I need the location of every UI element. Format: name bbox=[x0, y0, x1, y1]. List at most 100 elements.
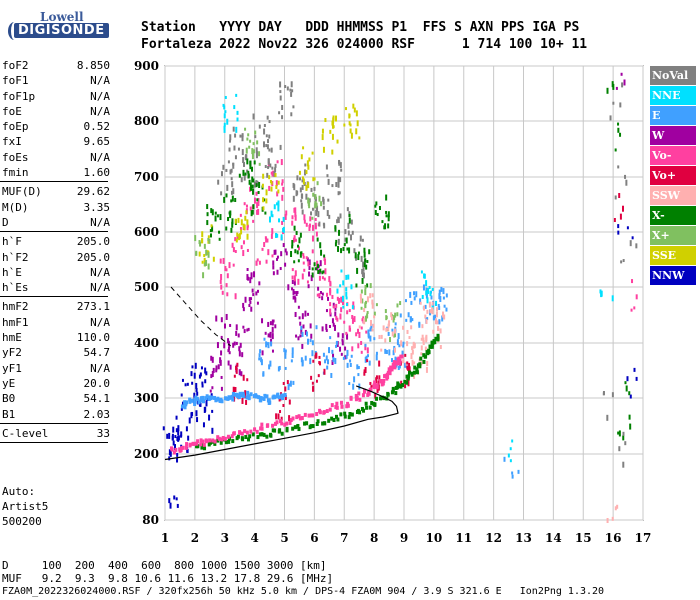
scatter-point bbox=[222, 103, 225, 107]
scatter-point bbox=[172, 426, 175, 433]
scatter-point bbox=[322, 146, 325, 153]
scatter-point bbox=[332, 302, 335, 308]
scatter-point bbox=[300, 202, 303, 209]
x-trace-point bbox=[419, 356, 423, 361]
scatter-point bbox=[227, 338, 230, 344]
o-trace-point bbox=[354, 393, 358, 398]
scatter-point bbox=[329, 129, 332, 134]
scatter-point bbox=[316, 260, 319, 267]
scatter-point bbox=[279, 81, 282, 88]
scatter-point bbox=[222, 164, 225, 170]
o-trace-point bbox=[381, 381, 385, 386]
scatter-point bbox=[351, 230, 354, 235]
o-trace-point bbox=[396, 361, 400, 366]
scatter-point bbox=[246, 233, 249, 240]
scatter-point bbox=[364, 284, 367, 289]
scatter-point bbox=[271, 349, 274, 353]
scatter-point bbox=[238, 173, 241, 178]
o-trace-point bbox=[345, 404, 349, 409]
scatter-point bbox=[612, 83, 615, 90]
scatter-point bbox=[232, 188, 235, 195]
x-trace-point bbox=[405, 380, 409, 385]
params-group-3: h`F 205.0 h`F2 205.0 h`E N/A h`Es N/A bbox=[0, 234, 110, 295]
scatter-point bbox=[294, 214, 297, 221]
scatter-point bbox=[253, 197, 256, 204]
o-trace-point bbox=[297, 414, 301, 419]
param-name: D bbox=[2, 215, 9, 229]
o-trace-point bbox=[373, 380, 377, 385]
scatter-point bbox=[276, 257, 279, 261]
scatter-point bbox=[371, 299, 374, 305]
scatter-point bbox=[270, 233, 273, 239]
scatter-point bbox=[318, 221, 321, 227]
o-trace-point bbox=[291, 416, 295, 421]
scatter-point bbox=[398, 344, 401, 348]
param-name: foF1 bbox=[2, 74, 29, 88]
scatter-point bbox=[336, 288, 339, 294]
scatter-point bbox=[304, 329, 307, 335]
scatter-point bbox=[202, 422, 205, 428]
scatter-point bbox=[361, 277, 364, 284]
scatter-point bbox=[353, 316, 356, 323]
scatter-point bbox=[252, 178, 255, 183]
scatter-point bbox=[268, 175, 271, 180]
scatter-point bbox=[244, 296, 247, 303]
e-trace-point bbox=[193, 398, 197, 403]
scatter-point bbox=[384, 348, 387, 354]
scatter-point bbox=[622, 259, 625, 263]
o-trace-point bbox=[372, 385, 376, 390]
scatter-point bbox=[360, 350, 363, 354]
scatter-point bbox=[309, 216, 312, 222]
scatter-point bbox=[263, 128, 266, 135]
scatter-point bbox=[302, 146, 305, 150]
param-row: h`E N/A bbox=[0, 265, 110, 280]
scatter-point bbox=[382, 325, 385, 331]
scatter-point bbox=[267, 321, 270, 327]
scatter-point bbox=[328, 276, 331, 283]
scatter-point bbox=[280, 159, 283, 166]
scatter-point bbox=[335, 344, 338, 348]
param-name: hmF2 bbox=[2, 300, 29, 314]
o-trace-point bbox=[339, 400, 343, 405]
scatter-point bbox=[394, 312, 397, 318]
scatter-point bbox=[180, 431, 183, 437]
scatter-point bbox=[311, 249, 314, 254]
scatter-point bbox=[276, 233, 279, 238]
scatter-point bbox=[220, 317, 223, 323]
scatter-point bbox=[320, 201, 323, 207]
scatter-point bbox=[349, 359, 352, 363]
e-trace-point bbox=[201, 395, 205, 400]
scatter-point bbox=[355, 110, 358, 117]
scatter-point bbox=[387, 211, 390, 218]
x-trace-point bbox=[316, 419, 320, 424]
scatter-point bbox=[412, 343, 415, 349]
scatter-point bbox=[304, 163, 307, 167]
scatter-point bbox=[341, 333, 344, 339]
scatter-point bbox=[280, 416, 283, 421]
scatter-point bbox=[225, 268, 228, 272]
legend-item: X- bbox=[650, 206, 696, 225]
scatter-point bbox=[380, 348, 383, 352]
scatter-point bbox=[343, 243, 346, 247]
scatter-point bbox=[630, 308, 633, 312]
scatter-point bbox=[378, 360, 381, 367]
scatter-point bbox=[172, 440, 175, 446]
scatter-point bbox=[431, 288, 434, 292]
scatter-point bbox=[235, 238, 238, 243]
scatter-point bbox=[303, 214, 306, 221]
scatter-point bbox=[342, 356, 345, 360]
scatter-point bbox=[215, 365, 218, 371]
scatter-point bbox=[271, 214, 274, 218]
scatter-point bbox=[425, 334, 428, 341]
scatter-point bbox=[228, 139, 231, 143]
scatter-point bbox=[322, 352, 325, 357]
scatter-point bbox=[205, 400, 208, 407]
scatter-point bbox=[242, 302, 245, 308]
scatter-point bbox=[274, 324, 277, 329]
scatter-point bbox=[302, 178, 305, 185]
scatter-point bbox=[384, 338, 387, 343]
scatter-point bbox=[408, 362, 411, 368]
scatter-point bbox=[220, 191, 223, 196]
scatter-point bbox=[364, 289, 367, 296]
scatter-point bbox=[370, 385, 373, 389]
